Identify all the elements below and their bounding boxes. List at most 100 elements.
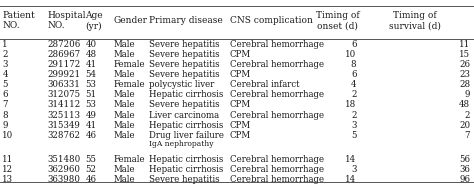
Text: CNS complication: CNS complication — [230, 16, 313, 25]
Text: CPM: CPM — [230, 131, 251, 140]
Text: 26: 26 — [459, 60, 470, 69]
Text: 14: 14 — [346, 175, 356, 184]
Text: Male: Male — [114, 131, 136, 140]
Text: Cerebral hemorrhage: Cerebral hemorrhage — [230, 111, 324, 120]
Text: Male: Male — [114, 50, 136, 59]
Text: 40: 40 — [85, 40, 96, 49]
Text: 18: 18 — [345, 100, 356, 110]
Text: Patient
NO.: Patient NO. — [2, 11, 35, 30]
Text: polycystic liver: polycystic liver — [149, 80, 215, 89]
Text: Severe hepatitis: Severe hepatitis — [149, 175, 220, 184]
Text: CPM: CPM — [230, 70, 251, 79]
Text: Male: Male — [114, 165, 136, 174]
Text: 13: 13 — [2, 175, 13, 184]
Text: 314112: 314112 — [47, 100, 81, 110]
Text: 11: 11 — [2, 155, 14, 164]
Text: 306331: 306331 — [47, 80, 80, 89]
Text: 299921: 299921 — [47, 70, 81, 79]
Text: 23: 23 — [459, 70, 470, 79]
Text: Severe hepatitis: Severe hepatitis — [149, 50, 220, 59]
Text: 287206: 287206 — [47, 40, 81, 49]
Text: IgA nephropathy: IgA nephropathy — [149, 140, 214, 148]
Text: 312075: 312075 — [47, 90, 81, 99]
Text: Gender: Gender — [114, 16, 148, 25]
Text: 6: 6 — [351, 70, 356, 79]
Text: 6: 6 — [351, 40, 356, 49]
Text: Cerebral hemorrhage: Cerebral hemorrhage — [230, 165, 324, 174]
Text: 56: 56 — [459, 155, 470, 164]
Text: 11: 11 — [459, 40, 470, 49]
Text: 20: 20 — [459, 121, 470, 130]
Text: 9: 9 — [2, 121, 8, 130]
Text: Hospital
NO.: Hospital NO. — [47, 11, 86, 30]
Text: 362960: 362960 — [47, 165, 81, 174]
Text: 2: 2 — [2, 50, 8, 59]
Text: 7: 7 — [465, 131, 470, 140]
Text: Male: Male — [114, 111, 136, 120]
Text: Female: Female — [114, 80, 146, 89]
Text: 8: 8 — [2, 111, 8, 120]
Text: 4: 4 — [2, 70, 8, 79]
Text: 2: 2 — [351, 111, 356, 120]
Text: 1: 1 — [2, 40, 8, 49]
Text: Severe hepatitis: Severe hepatitis — [149, 60, 220, 69]
Text: 53: 53 — [85, 80, 96, 89]
Text: 3: 3 — [351, 121, 356, 130]
Text: Male: Male — [114, 100, 136, 110]
Text: Cerebral hemorrhage: Cerebral hemorrhage — [230, 175, 324, 184]
Text: Drug liver failure: Drug liver failure — [149, 131, 224, 140]
Text: Severe hepatitis: Severe hepatitis — [149, 100, 220, 110]
Text: 5: 5 — [2, 80, 8, 89]
Text: Female: Female — [114, 155, 146, 164]
Text: 36: 36 — [459, 165, 470, 174]
Text: Male: Male — [114, 121, 136, 130]
Text: Timing of
survival (d): Timing of survival (d) — [389, 11, 441, 30]
Text: 41: 41 — [85, 60, 96, 69]
Text: CPM: CPM — [230, 50, 251, 59]
Text: Cerebral hemorrhage: Cerebral hemorrhage — [230, 40, 324, 49]
Text: Age
(yr): Age (yr) — [85, 11, 103, 31]
Text: 52: 52 — [85, 165, 96, 174]
Text: 2: 2 — [351, 90, 356, 99]
Text: 14: 14 — [346, 155, 356, 164]
Text: 3: 3 — [2, 60, 8, 69]
Text: 325113: 325113 — [47, 111, 81, 120]
Text: 8: 8 — [351, 60, 356, 69]
Text: Liver carcinoma: Liver carcinoma — [149, 111, 219, 120]
Text: 3: 3 — [351, 165, 356, 174]
Text: 315349: 315349 — [47, 121, 80, 130]
Text: Hepatic cirrhosis: Hepatic cirrhosis — [149, 90, 224, 99]
Text: 10: 10 — [2, 131, 14, 140]
Text: 9: 9 — [465, 90, 470, 99]
Text: Timing of
onset (d): Timing of onset (d) — [316, 11, 360, 30]
Text: Male: Male — [114, 70, 136, 79]
Text: Male: Male — [114, 90, 136, 99]
Text: 286967: 286967 — [47, 50, 81, 59]
Text: 6: 6 — [2, 90, 8, 99]
Text: 7: 7 — [2, 100, 8, 110]
Text: 96: 96 — [459, 175, 470, 184]
Text: 48: 48 — [85, 50, 96, 59]
Text: 49: 49 — [85, 111, 96, 120]
Text: 46: 46 — [85, 175, 96, 184]
Text: 15: 15 — [459, 50, 470, 59]
Text: Primary disease: Primary disease — [149, 16, 223, 25]
Text: 41: 41 — [85, 121, 96, 130]
Text: 291172: 291172 — [47, 60, 81, 69]
Text: Severe hepatitis: Severe hepatitis — [149, 40, 220, 49]
Text: 48: 48 — [459, 100, 470, 110]
Text: 55: 55 — [85, 155, 96, 164]
Text: Hepatic cirrhosis: Hepatic cirrhosis — [149, 165, 224, 174]
Text: 4: 4 — [351, 80, 356, 89]
Text: CPM: CPM — [230, 121, 251, 130]
Text: Severe hepatitis: Severe hepatitis — [149, 70, 220, 79]
Text: Cerebral hemorrhage: Cerebral hemorrhage — [230, 90, 324, 99]
Text: 363980: 363980 — [47, 175, 81, 184]
Text: Male: Male — [114, 40, 136, 49]
Text: Cerebral hemorrhage: Cerebral hemorrhage — [230, 155, 324, 164]
Text: 12: 12 — [2, 165, 13, 174]
Text: 28: 28 — [459, 80, 470, 89]
Text: 351480: 351480 — [47, 155, 81, 164]
Text: 46: 46 — [85, 131, 96, 140]
Text: 53: 53 — [85, 100, 96, 110]
